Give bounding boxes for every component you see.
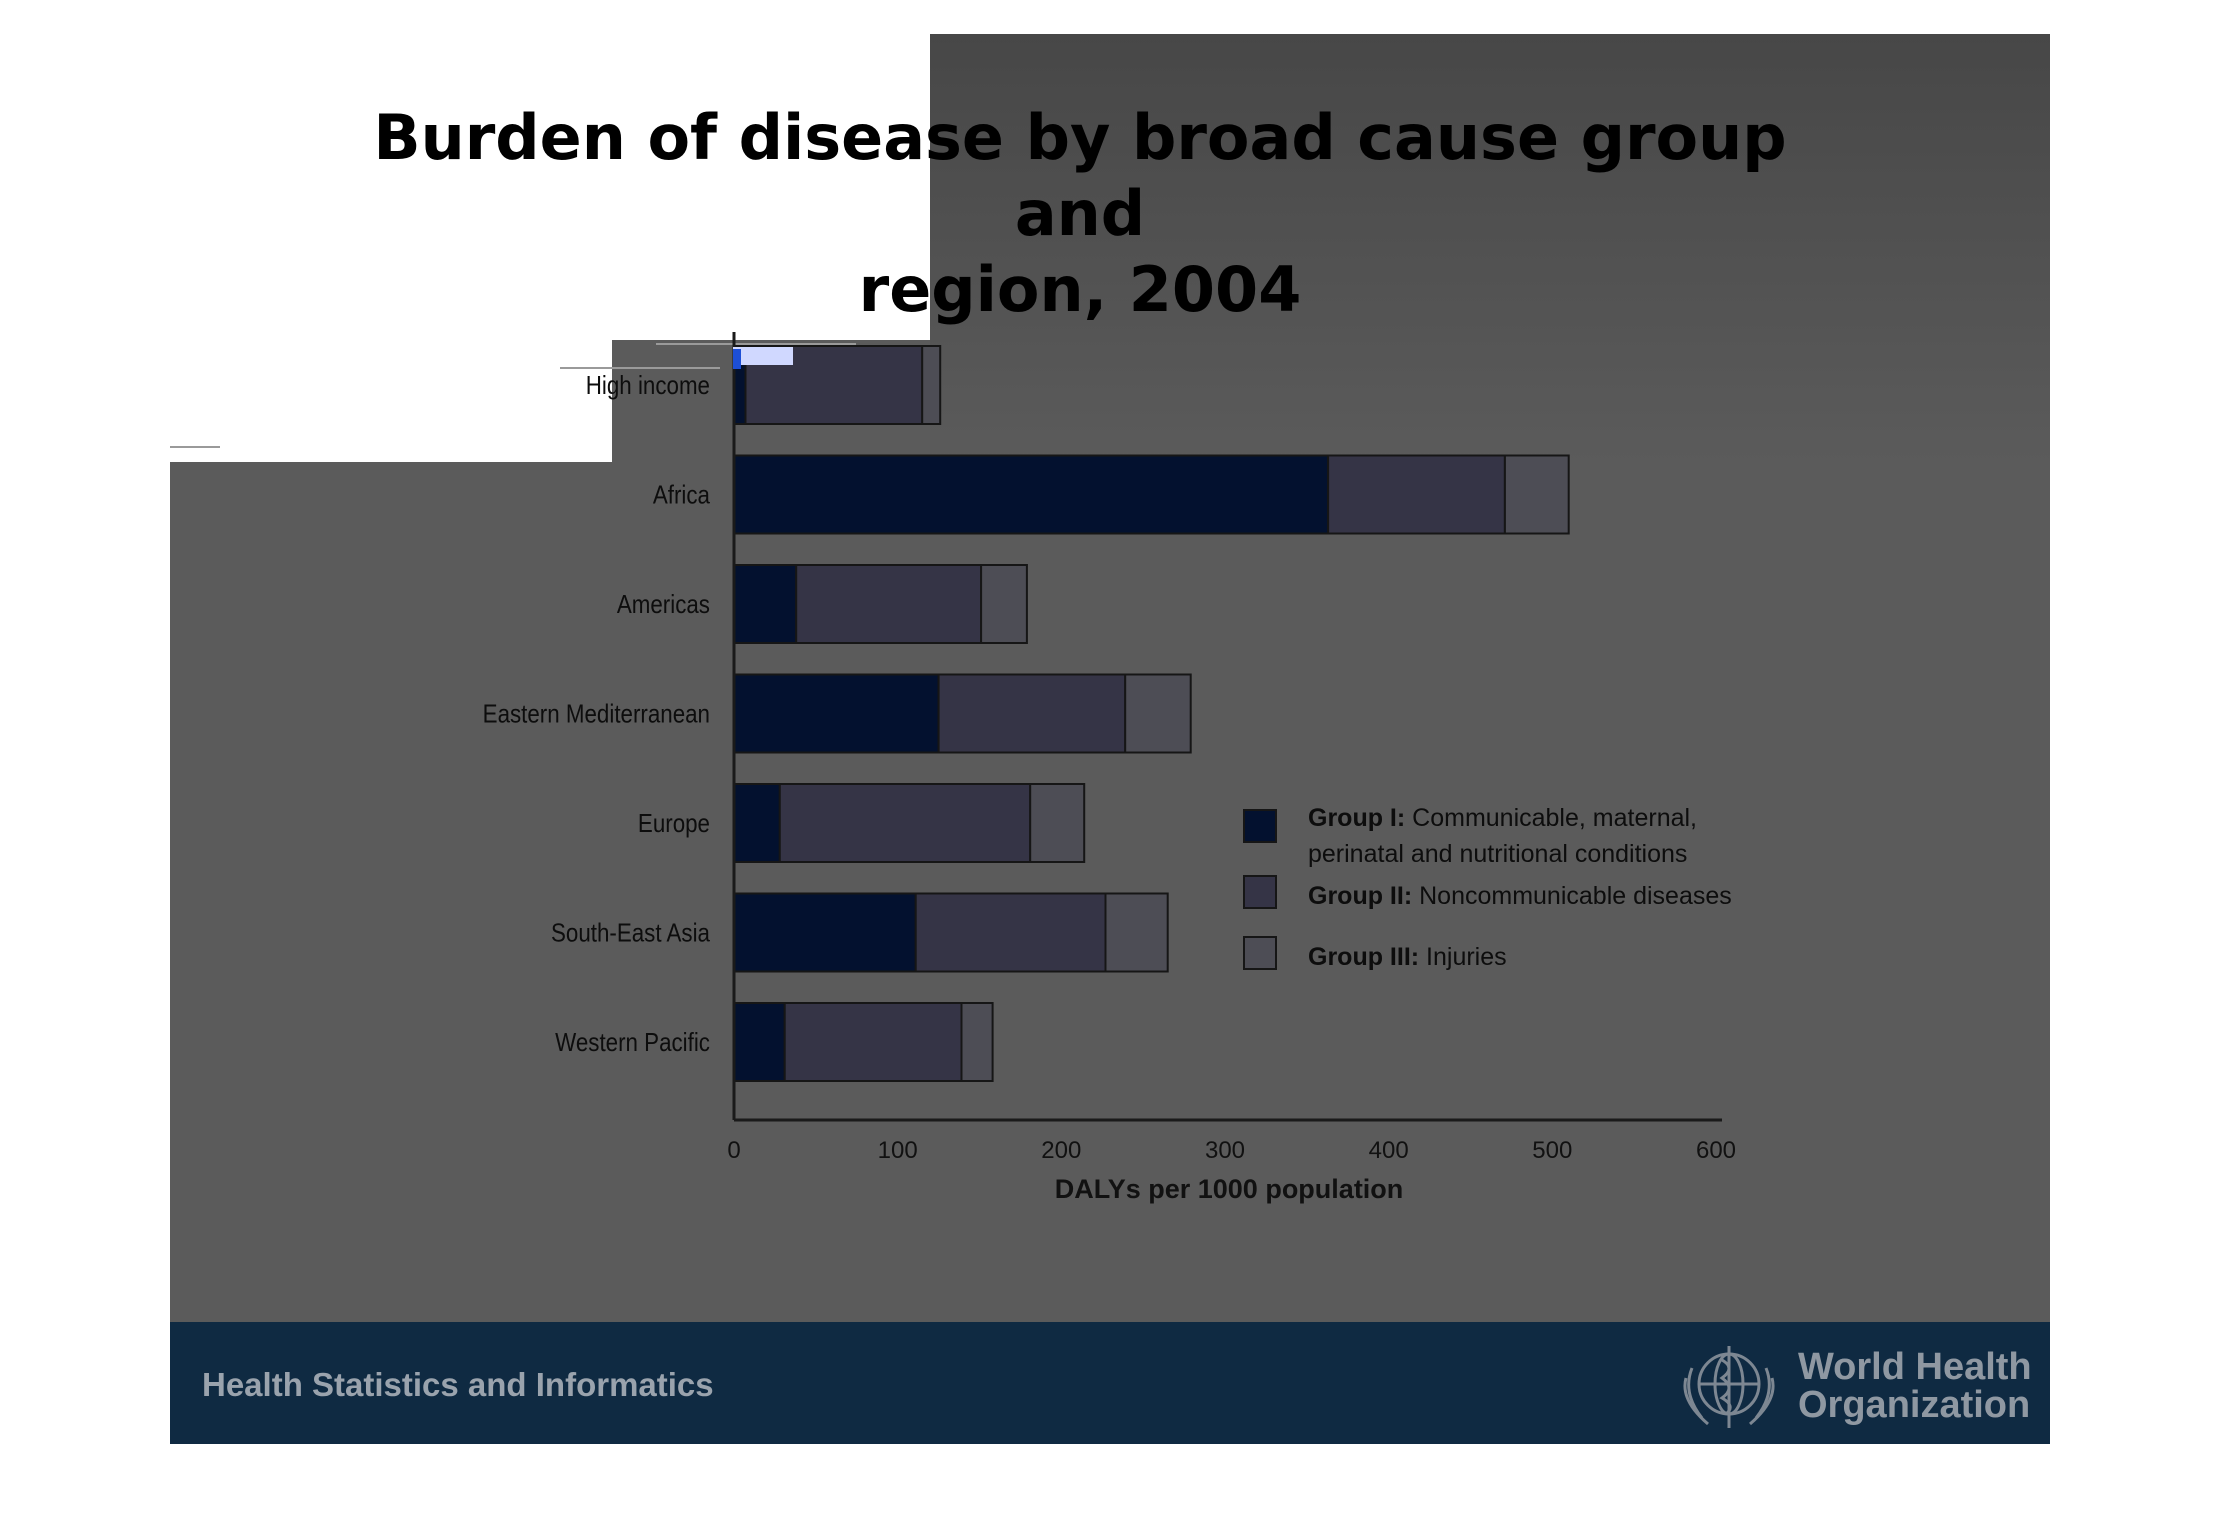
bar-segment [980,564,1028,644]
stray-line [656,343,856,345]
bar-segment [778,783,1032,863]
bar-segment [1503,454,1570,535]
highlight-artifact [733,347,793,365]
stray-line [560,367,720,369]
bars-layer [733,345,1570,1082]
category-label: South-East Asia [551,919,710,948]
who-emblem-icon [1683,1346,1775,1428]
title-line-2: region, 2004 [858,253,1302,326]
bar-segment [733,564,798,644]
category-label: Europe [638,809,710,838]
bar-segment [733,673,940,754]
x-tick-labels: 0 100 200 300 400 500 600 [727,1137,1736,1164]
legend-label: Group I: Communicable, maternal, [1308,804,1697,832]
bar-segment [1029,783,1086,863]
x-tick-label: 300 [1205,1137,1245,1164]
category-label: Western Pacific [555,1028,710,1057]
title-line-1: Burden of disease by broad cause group a… [373,101,1787,250]
org-name-line-1: World Health [1798,1346,2032,1388]
org-name-line-2: Organization [1798,1384,2031,1426]
bar-segment [733,454,1330,535]
category-label: Eastern Mediterranean [483,700,710,729]
x-tick-label: 400 [1369,1137,1409,1164]
legend: Group I: Communicable, maternal, perinata… [1243,804,1732,971]
bar-segment [937,673,1127,754]
chart: High income Africa Americas Eastern Mediter… [483,332,1736,1204]
x-tick-label: 500 [1532,1137,1572,1164]
white-cutout [0,0,930,340]
legend-swatch [1243,809,1277,843]
x-tick-label: 0 [727,1137,740,1164]
category-labels: High income Africa Americas Eastern Mediter… [483,371,711,1057]
slide-header-shade [930,34,2050,464]
x-tick-label: 100 [878,1137,918,1164]
bar-segment [914,892,1107,973]
legend-label-continued: perinatal and nutritional conditions [1308,840,1687,868]
bar-segment [960,1002,994,1082]
bar-segment [795,564,983,644]
bar-segment [733,892,917,973]
category-label: Africa [653,481,711,510]
bar-segment [1327,454,1506,535]
x-tick-label: 200 [1041,1137,1081,1164]
organization-name: World Health Organization [1798,1348,2032,1424]
legend-swatch [1243,936,1277,970]
x-axis-title: DALYs per 1000 population [1055,1174,1404,1204]
legend-label: Group II: Noncommunicable diseases [1308,882,1732,910]
white-cutout [0,340,612,462]
legend-label: Group III: Injuries [1308,943,1507,971]
bar-segment [783,1002,963,1082]
highlight-artifact [733,349,741,369]
bar-segment [1104,892,1169,973]
stray-line [170,446,220,448]
x-axis [732,332,1722,1122]
bar-segment [921,345,942,425]
x-tick-label: 600 [1696,1137,1736,1164]
bar-segment [733,783,781,863]
footer-text: Health Statistics and Informatics [202,1366,714,1403]
bar-segment [1124,673,1192,754]
bar-segment [733,1002,786,1082]
category-label: High income [586,371,710,400]
footer-bar: Health Statistics and Informatics World … [170,1322,2050,1444]
legend-swatch [1243,875,1277,909]
category-label: Americas [617,590,710,619]
slide-title: Burden of disease by broad cause group a… [300,100,1860,328]
